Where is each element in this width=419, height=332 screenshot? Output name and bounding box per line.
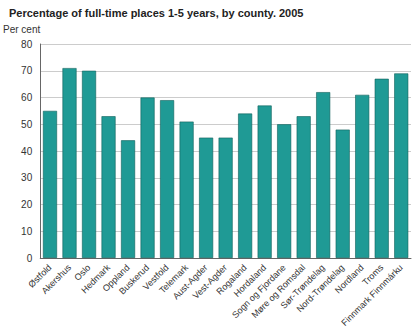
svg-text:Sør-Trøndelag: Sør-Trøndelag bbox=[278, 262, 327, 311]
svg-text:Hedmark: Hedmark bbox=[79, 262, 113, 296]
svg-text:Percentage of full-time places: Percentage of full-time places 1-5 years… bbox=[9, 7, 303, 19]
svg-text:Nordland: Nordland bbox=[332, 262, 366, 296]
svg-text:30: 30 bbox=[21, 172, 33, 183]
svg-text:80: 80 bbox=[21, 39, 33, 50]
svg-text:Per cent: Per cent bbox=[3, 24, 40, 35]
svg-text:70: 70 bbox=[21, 65, 33, 76]
svg-text:60: 60 bbox=[21, 92, 33, 103]
svg-text:Buskerud: Buskerud bbox=[117, 262, 152, 297]
svg-text:20: 20 bbox=[21, 199, 33, 210]
svg-text:Akershus: Akershus bbox=[39, 262, 73, 296]
svg-text:Sogn og Fjordane: Sogn og Fjordane bbox=[230, 262, 288, 320]
svg-text:Rogaland: Rogaland bbox=[214, 262, 249, 297]
svg-text:Aust-Agder: Aust-Agder bbox=[170, 262, 210, 302]
svg-text:Østfold: Østfold bbox=[26, 262, 54, 290]
svg-text:50: 50 bbox=[21, 119, 33, 130]
svg-text:Oslo: Oslo bbox=[72, 262, 93, 283]
svg-text:Møre og Romsdal: Møre og Romsdal bbox=[249, 262, 308, 320]
svg-text:Telemark: Telemark bbox=[157, 262, 191, 296]
svg-text:Nord-Trøndelag: Nord-Trøndelag bbox=[294, 262, 347, 315]
svg-text:Hordaland: Hordaland bbox=[231, 262, 269, 299]
svg-text:Finnmark Finnmárku: Finnmark Finnmárku bbox=[339, 262, 404, 327]
svg-text:40: 40 bbox=[21, 146, 33, 157]
svg-text:Vest-Agder: Vest-Agder bbox=[190, 262, 230, 301]
svg-text:Vestfold: Vestfold bbox=[140, 262, 171, 293]
svg-text:Oppland: Oppland bbox=[100, 262, 132, 294]
svg-text:Troms: Troms bbox=[360, 262, 386, 288]
svg-text:10: 10 bbox=[21, 226, 33, 237]
svg-text:0: 0 bbox=[27, 253, 33, 264]
